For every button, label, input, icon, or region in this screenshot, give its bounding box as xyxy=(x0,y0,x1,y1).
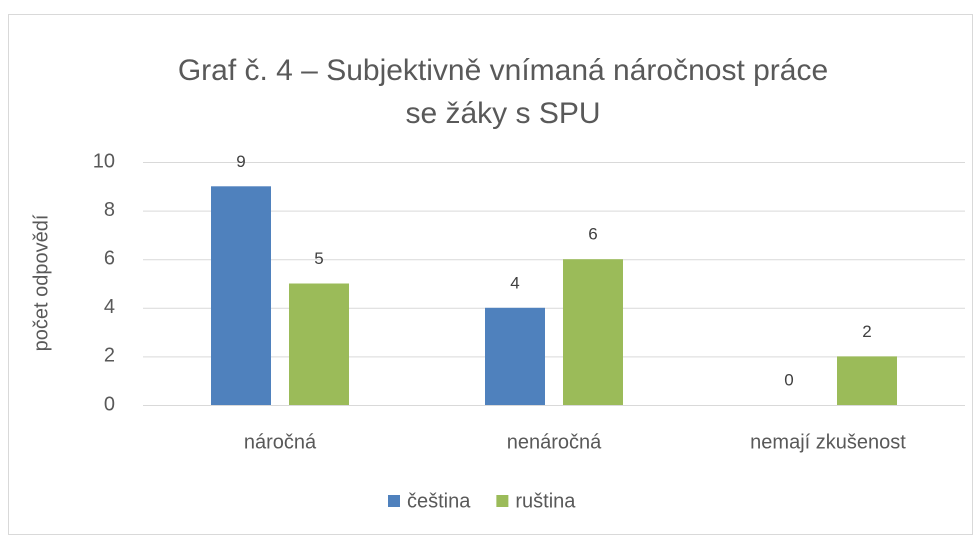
bar xyxy=(837,356,897,405)
y-tick-label: 0 xyxy=(104,393,115,415)
data-label: 0 xyxy=(784,370,793,389)
legend-swatch xyxy=(496,495,509,507)
legend-swatch xyxy=(388,495,400,507)
bar xyxy=(211,186,271,405)
chart-border xyxy=(8,14,973,535)
bar xyxy=(289,283,349,405)
x-tick-label: náročná xyxy=(244,431,317,453)
data-label: 9 xyxy=(236,152,245,171)
data-label: 4 xyxy=(510,273,519,292)
x-tick-label: nemají zkušenost xyxy=(750,431,906,453)
data-label: 5 xyxy=(314,249,323,268)
data-label: 6 xyxy=(588,225,597,244)
legend-label: ruština xyxy=(515,490,576,512)
chart-title: Graf č. 4 – Subjektivně vnímaná náročnos… xyxy=(178,54,828,87)
bar xyxy=(485,307,545,405)
y-tick-label: 4 xyxy=(104,296,115,318)
y-tick-label: 2 xyxy=(104,345,115,367)
chart-title: se žáky s SPU xyxy=(405,97,600,130)
data-label: 2 xyxy=(862,322,871,341)
bar xyxy=(563,259,623,405)
y-tick-label: 6 xyxy=(104,247,115,269)
legend-label: čeština xyxy=(407,490,471,512)
y-axis-label: počet odpovědí xyxy=(30,214,52,351)
x-tick-label: nenáročná xyxy=(507,431,602,453)
y-tick-label: 8 xyxy=(104,199,115,221)
y-tick-label: 10 xyxy=(93,150,115,172)
